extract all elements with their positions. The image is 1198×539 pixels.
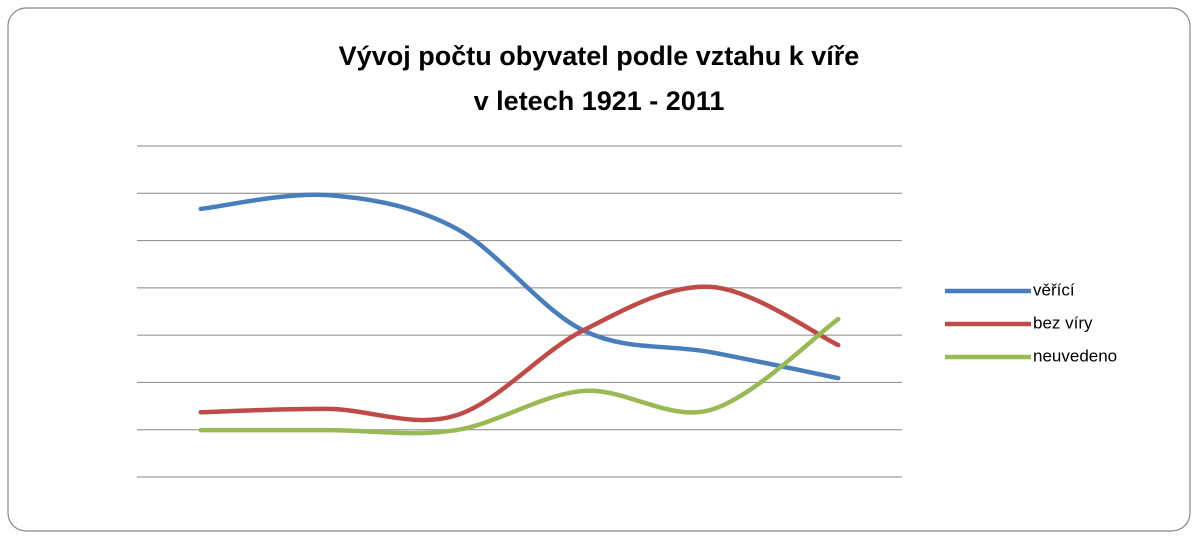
series-line [198, 284, 841, 423]
chart-title: Vývoj počtu obyvatel podle vztahu k víře [339, 41, 860, 71]
series-line [198, 192, 841, 381]
chart-border [7, 7, 1191, 532]
legend-label: věřící [1033, 280, 1075, 299]
series-line [198, 316, 841, 436]
legend-label: bez víry [1033, 313, 1093, 332]
chart-title: v letech 1921 - 2011 [474, 86, 725, 116]
legend-label: neuvedeno [1033, 346, 1117, 365]
